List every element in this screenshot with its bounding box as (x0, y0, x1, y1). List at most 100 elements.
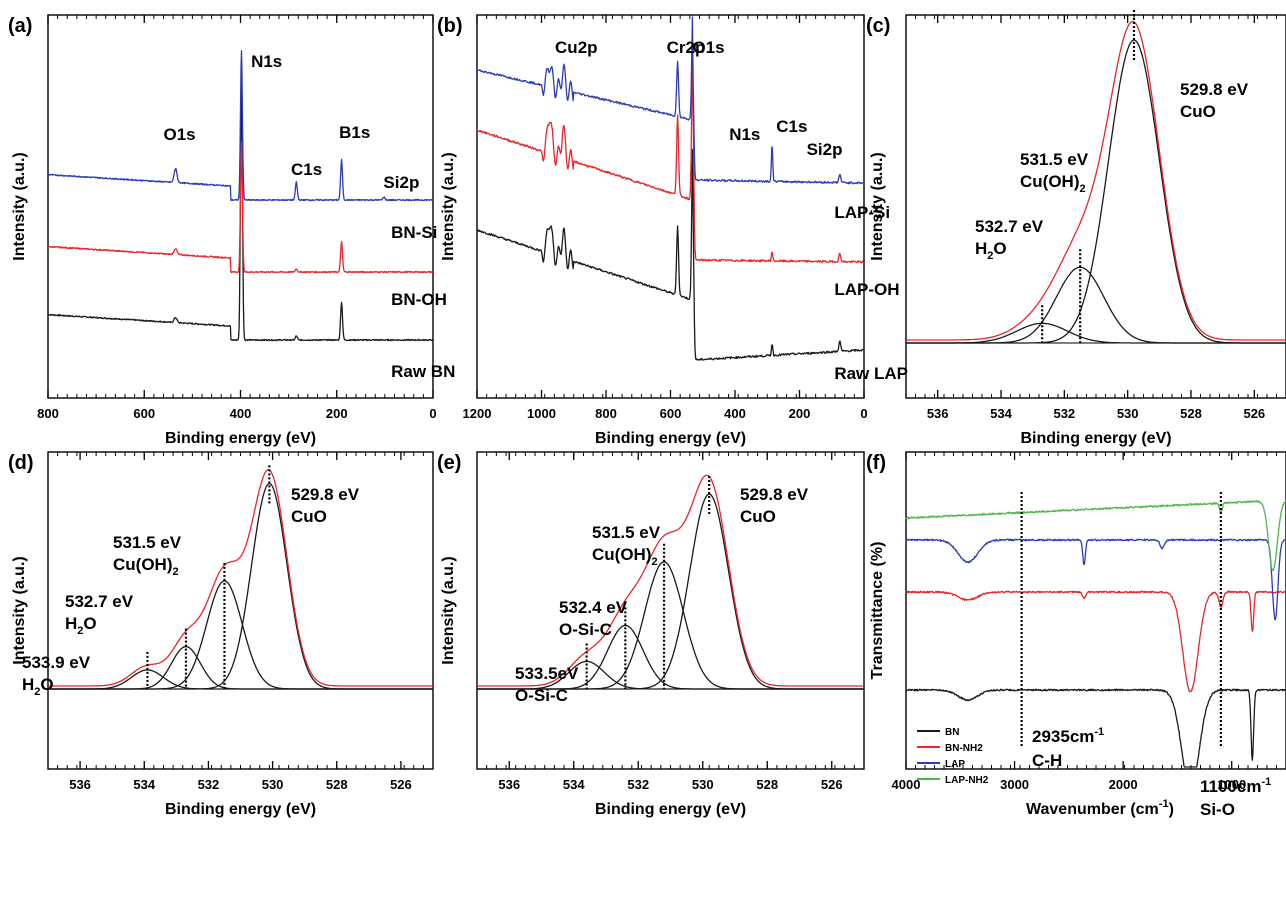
annotation: Cu2p (555, 38, 598, 57)
x-tick-label: 400 (724, 406, 746, 421)
panel-d: 536 534 532 530 528 526 Binding energy (eV) Int… (8, 451, 434, 818)
series-line-lap-oh (476, 44, 865, 264)
peak-label: 532.7 eV (65, 592, 134, 611)
component-peak (906, 266, 1286, 344)
annotation: Cr2p (667, 38, 706, 57)
peak-assignment: Cu(OH)2 (592, 545, 658, 568)
x-tick-label: 536 (69, 777, 91, 792)
legend-label: BN (945, 727, 959, 738)
annotation: 1100cm-1 (1200, 776, 1271, 796)
peak-label: 533.5eV (515, 664, 579, 683)
panel-label: (c) (866, 15, 890, 37)
y-axis-title: Intensity (a.u.) (440, 556, 457, 664)
x-axis-title: Binding energy (eV) (165, 430, 316, 447)
peak-label: 529.8 eV (740, 485, 809, 504)
x-tick-label: 528 (756, 777, 778, 792)
peak-assignment: H2O (22, 675, 54, 698)
x-tick-label: 530 (692, 777, 714, 792)
x-tick-label: 0 (429, 406, 436, 421)
panel-label: (f) (866, 452, 886, 474)
annotation: Si-O (1200, 800, 1235, 819)
peak-assignment: H2O (975, 239, 1007, 262)
x-axis-title: Binding energy (eV) (595, 801, 746, 818)
x-tick-label: 534 (563, 777, 585, 792)
peak-assignment: Cu(OH)2 (1020, 172, 1086, 195)
annotation: N1s (251, 52, 282, 71)
y-axis-title: Intensity (a.u.) (440, 152, 457, 260)
annotation: C-H (1032, 751, 1062, 770)
component-peak (906, 322, 1286, 344)
panel-label: (b) (437, 15, 463, 37)
plot-frame (905, 451, 1286, 770)
peak-assignment: O-Si-C (515, 686, 568, 705)
x-axis-title: Binding energy (eV) (165, 801, 316, 818)
x-tick-label: 526 (390, 777, 412, 792)
y-axis-title: Transmittance (%) (869, 542, 886, 680)
x-tick-label: 536 (498, 777, 520, 792)
series-line-lap-nh2 (905, 500, 1286, 572)
x-tick-label: 1000 (1217, 777, 1246, 792)
x-tick-label: 800 (37, 406, 59, 421)
annotation: C1s (776, 117, 807, 136)
annotation: 2935cm-1 (1032, 726, 1104, 746)
peak-assignment: H2O (65, 614, 97, 637)
component-peak (477, 493, 864, 690)
series-line-lap (905, 538, 1286, 621)
x-tick-label: 528 (1180, 406, 1202, 421)
peak-label: 529.8 eV (291, 485, 360, 504)
annotation: Si2p (383, 173, 419, 192)
x-tick-label: 532 (1053, 406, 1075, 421)
series-line-bn-si (47, 49, 434, 202)
panel-a: 800 600 400 200 0 Binding energy (eV) Intensit… (8, 14, 455, 447)
x-tick-label: 530 (1117, 406, 1139, 421)
x-tick-label: 536 (927, 406, 949, 421)
x-tick-label: 400 (230, 406, 252, 421)
envelope-curve (906, 20, 1286, 341)
x-tick-label: 3000 (1000, 777, 1029, 792)
peak-assignment: Cu(OH)2 (113, 555, 179, 578)
annotation: B1s (339, 123, 370, 142)
annotation: O1s (164, 125, 196, 144)
annotation: Raw BN (391, 362, 455, 381)
series-line-lap-si (476, 16, 865, 185)
panel-e: 536 534 532 530 528 526 Binding energy (eV) Int… (437, 451, 865, 818)
legend-label: LAP (945, 759, 965, 770)
x-tick-label: 526 (1243, 406, 1265, 421)
annotation: O1s (692, 38, 724, 57)
annotation: BN-Si (391, 223, 437, 242)
envelope-curve (477, 474, 864, 687)
annotation: BN-OH (391, 290, 447, 309)
x-tick-label: 800 (595, 406, 617, 421)
x-tick-label: 1200 (463, 406, 492, 421)
x-tick-label: 200 (326, 406, 348, 421)
x-tick-label: 4000 (892, 777, 921, 792)
peak-label: 532.7 eV (975, 217, 1044, 236)
envelope-curve (48, 468, 433, 687)
component-peak (48, 645, 433, 690)
annotation: Si2p (807, 140, 843, 159)
x-tick-label: 1000 (527, 406, 556, 421)
x-tick-label: 532 (627, 777, 649, 792)
panel-label: (e) (437, 452, 461, 474)
x-axis-title: Wavenumber (cm-1) (1026, 798, 1174, 818)
legend-label: LAP-NH2 (945, 775, 989, 786)
x-axis-title: Binding energy (eV) (595, 430, 746, 447)
x-tick-label: 200 (789, 406, 811, 421)
peak-label: 531.5 eV (592, 523, 661, 542)
x-tick-label: 528 (326, 777, 348, 792)
peak-label: 531.5 eV (113, 533, 182, 552)
y-axis-title: Intensity (a.u.) (11, 152, 28, 260)
peak-label: 531.5 eV (1020, 150, 1089, 169)
peak-label: 533.9 eV (22, 653, 91, 672)
panel-label: (d) (8, 452, 34, 474)
annotation: LAP-OH (834, 280, 899, 299)
peak-assignment: CuO (291, 507, 327, 526)
peak-assignment: CuO (1180, 102, 1216, 121)
x-tick-label: 534 (990, 406, 1012, 421)
panel-c: 536 534 532 530 528 526 Binding energy (eV) Int… (866, 10, 1286, 447)
peak-assignment: O-Si-C (559, 620, 612, 639)
panel-label: (a) (8, 15, 32, 37)
legend-label: BN-NH2 (945, 743, 983, 754)
x-tick-label: 526 (821, 777, 843, 792)
